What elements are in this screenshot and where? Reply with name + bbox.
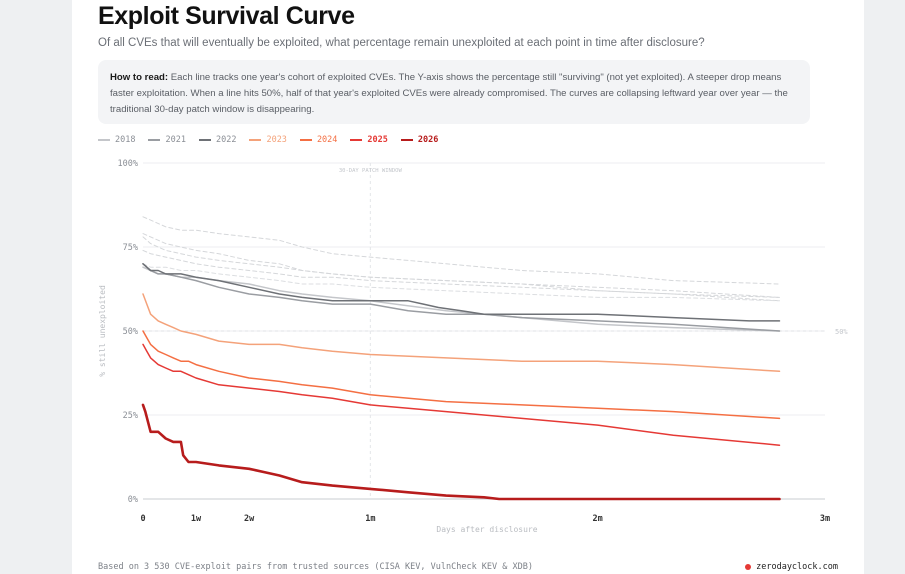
source-footnote: Based on 3 530 CVE-exploit pairs from tr…: [98, 562, 533, 572]
y-tick-label: 50%: [123, 327, 138, 337]
legend-swatch: [98, 139, 110, 141]
legend-swatch: [350, 139, 363, 141]
legend-item-2021[interactable]: 2021: [148, 135, 186, 145]
y-tick-label: 0%: [128, 495, 138, 505]
chart-legend: 2018 2021 2022 2023 2024 2025 2026: [98, 135, 438, 145]
reference-series-line: [142, 233, 780, 298]
series-line-2026: [141, 403, 781, 501]
legend-item-2018[interactable]: 2018: [98, 135, 135, 145]
page-subtitle: Of all CVEs that will eventually be expl…: [98, 37, 705, 49]
x-tick-label: 2w: [244, 514, 255, 524]
survival-chart: 0% 25% 50% 75% 100% 0 1w 2w 1m 2m 3m Days after dis…: [98, 159, 848, 534]
legend-label: 2024: [316, 135, 338, 145]
median-label: 50%: [835, 328, 848, 336]
legend-swatch: [148, 139, 161, 141]
x-tick-label: 2m: [593, 514, 603, 524]
page-title: Exploit Survival Curve: [98, 2, 355, 30]
series-line-2025: [142, 343, 781, 446]
legend-label: 2018: [115, 135, 136, 145]
brand-link[interactable]: zerodayclock.com: [745, 562, 838, 572]
brand-text: zerodayclock.com: [756, 562, 838, 572]
legend-label: 2022: [215, 135, 237, 145]
y-tick-label: 25%: [123, 411, 138, 421]
reference-series-line: [142, 249, 780, 298]
legend-item-2022[interactable]: 2022: [198, 135, 237, 145]
series-line-2018: [142, 266, 781, 332]
reference-series-line: [142, 216, 780, 285]
x-tick-label: 0: [140, 514, 145, 524]
legend-label: 2026: [417, 135, 439, 145]
legend-label: 2023: [266, 135, 287, 145]
y-axis-title: % still unexploited: [98, 285, 107, 377]
x-tick-label: 3m: [820, 514, 830, 524]
legend-swatch: [400, 139, 413, 141]
legend-swatch: [198, 139, 211, 141]
legend-label: 2021: [165, 135, 186, 145]
legend-item-2023[interactable]: 2023: [249, 135, 287, 145]
series-line-2023: [142, 293, 781, 373]
series-line-2022: [142, 263, 781, 322]
patch-window-label: 30-DAY PATCH WINDOW: [339, 168, 403, 174]
legend-item-2026[interactable]: 2026: [400, 135, 439, 145]
brand-dot-icon: [745, 564, 752, 570]
how-to-read-label: How to read:: [110, 72, 169, 83]
legend-item-2024[interactable]: 2024: [299, 135, 338, 145]
x-axis-title: Days after disclosure: [436, 525, 537, 534]
reference-series-line: [142, 263, 780, 302]
y-tick-label: 75%: [123, 243, 138, 253]
legend-swatch: [299, 139, 312, 141]
x-tick-label: 1m: [365, 514, 375, 524]
legend-item-2025[interactable]: 2025: [350, 135, 388, 145]
legend-swatch: [249, 139, 262, 141]
y-tick-label: 100%: [118, 159, 138, 169]
x-tick-label: 1w: [191, 514, 202, 524]
legend-label: 2025: [367, 135, 388, 145]
chart-card: Exploit Survival Curve Of all CVEs that …: [72, 0, 864, 574]
how-to-read-box: How to read: Each line tracks one year's…: [98, 60, 810, 124]
reference-series-line: [142, 236, 780, 302]
series-line-2024: [142, 330, 781, 420]
how-to-read-text: Each line tracks one year's cohort of ex…: [110, 72, 788, 115]
